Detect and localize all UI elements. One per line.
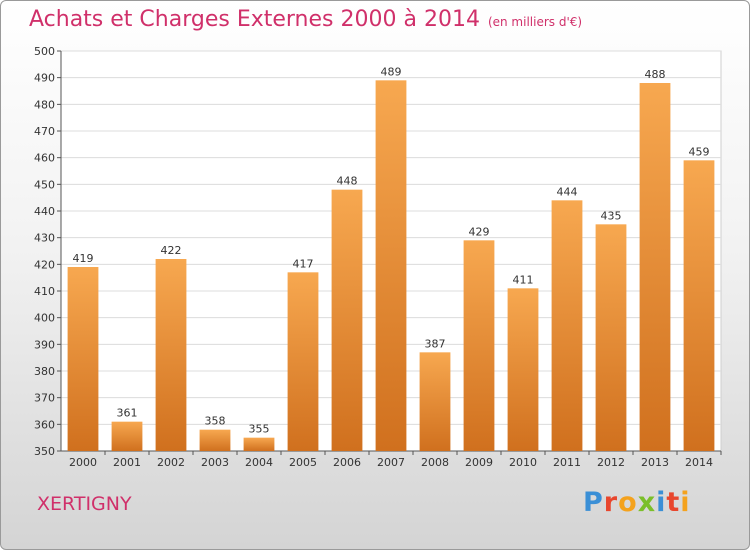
logo-letter: x [637,487,657,518]
logo-letter: P [583,487,604,518]
data-label: 387 [425,337,446,350]
x-tick-label: 2009 [465,456,493,469]
x-tick-label: 2002 [157,456,185,469]
y-tick-label: 390 [34,338,55,351]
data-label: 417 [293,257,314,270]
y-tick-label: 480 [34,98,55,111]
data-label: 488 [645,68,666,81]
data-label: 435 [601,209,622,222]
bar [243,437,275,451]
plot-area: 350 360 370 380 390 400 410 420 430 440 450 460 470 4… [34,45,722,469]
data-label: 489 [381,65,402,78]
data-label: 422 [161,244,182,257]
x-tick-label: 2007 [377,456,405,469]
y-tick-label: 370 [34,392,55,405]
y-tick-label: 440 [34,205,55,218]
logo-letter: i [656,487,667,518]
data-label: 361 [117,407,138,420]
x-tick-label: 2005 [289,456,317,469]
y-tick-label: 460 [34,152,55,165]
proxiti-logo[interactable]: Proxiti [583,487,691,518]
bar [287,272,319,451]
bar [331,189,363,451]
chart-title: Achats et Charges Externes 2000 à 2014 [29,7,480,32]
commune-name: XERTIGNY [37,493,132,515]
bar [683,160,715,452]
bar [199,429,231,451]
bar [67,267,99,451]
bar [639,83,671,451]
data-label: 419 [73,252,94,265]
bar [507,288,539,451]
x-tick-label: 2000 [69,456,97,469]
y-tick-label: 470 [34,125,55,138]
x-tick-label: 2013 [641,456,669,469]
y-tick-label: 490 [34,72,55,85]
y-tick-label: 410 [34,285,55,298]
bar [419,352,451,451]
data-label: 444 [557,185,578,198]
y-tick-label: 350 [34,445,55,458]
x-tick-label: 2001 [113,456,141,469]
x-tick-label: 2010 [509,456,537,469]
data-label: 411 [513,273,534,286]
y-tick-label: 420 [34,258,55,271]
y-tick-label: 380 [34,365,55,378]
y-tick-label: 500 [34,45,55,58]
chart-subtitle: (en milliers d'€) [487,15,583,29]
x-tick-label: 2011 [553,456,581,469]
x-tick-label: 2008 [421,456,449,469]
bar [551,200,583,451]
logo-letter: o [618,487,638,518]
data-label: 358 [205,415,226,428]
bar [595,224,627,451]
x-tick-label: 2003 [201,456,229,469]
data-label: 448 [337,175,358,188]
x-tick-label: 2006 [333,456,361,469]
y-tick-label: 450 [34,178,55,191]
data-label: 459 [689,145,710,158]
bar [463,240,495,451]
logo-letter: t [666,487,681,518]
logo-letter: r [603,487,619,518]
data-label: 355 [249,423,270,436]
chart-title-block: Achats et Charges Externes 2000 à 2014 (e… [29,7,582,32]
y-tick-label: 360 [34,418,55,431]
bar [155,259,187,451]
x-tick-label: 2004 [245,456,273,469]
bar [375,80,407,451]
data-label: 429 [469,225,490,238]
y-tick-label: 400 [34,312,55,325]
bar [111,421,143,451]
x-tick-label: 2012 [597,456,625,469]
x-tick-label: 2014 [685,456,713,469]
logo-letter: i [680,487,691,518]
y-tick-label: 430 [34,232,55,245]
